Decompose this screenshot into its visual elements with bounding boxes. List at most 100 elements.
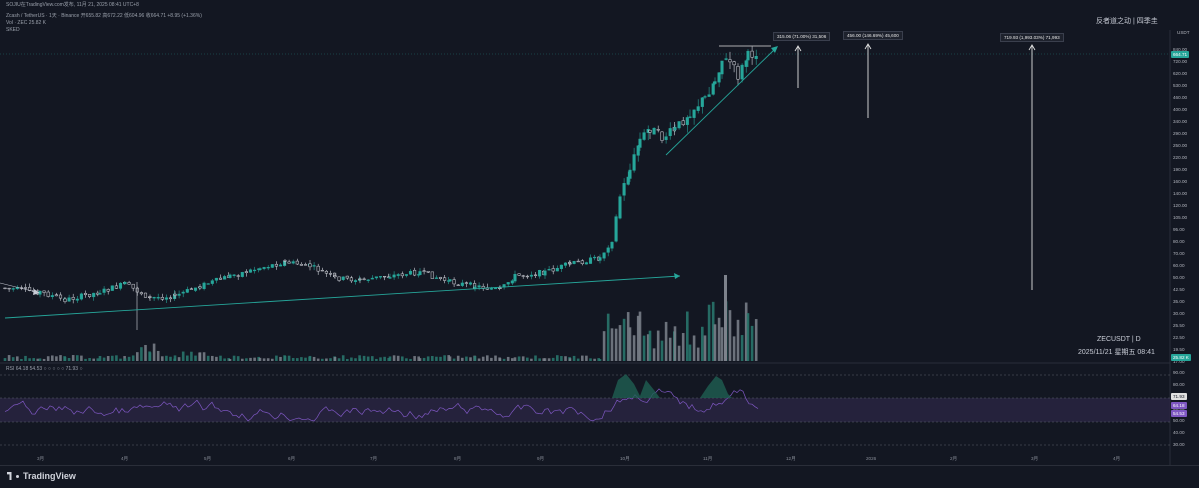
candle-body [692, 109, 696, 118]
volume-bar [556, 355, 559, 361]
rsi-value-tag: 71.93 [1171, 393, 1187, 400]
candle-body [127, 282, 131, 285]
volume-bar [422, 357, 426, 361]
volume-bar [628, 327, 632, 361]
volume-bar [632, 335, 636, 361]
volume-bar [521, 356, 525, 361]
price-chart[interactable] [0, 0, 1199, 465]
volume-bar [652, 348, 656, 361]
candle-body [123, 281, 127, 285]
volume-bar [119, 358, 122, 361]
candle-body [270, 264, 274, 268]
candle-body [181, 291, 185, 294]
volume-bar [71, 355, 75, 361]
volume-bar [215, 356, 218, 361]
candle-body [349, 277, 353, 282]
candle-body [287, 261, 291, 264]
volume-bar [140, 347, 143, 361]
volume-bar [418, 358, 422, 361]
volume-bar [354, 358, 357, 361]
tradingview-logo[interactable]: TradingView [7, 471, 76, 481]
target-arrow-head [794, 45, 802, 52]
rsi-axis[interactable]: 90.0080.0070.0060.0050.0040.0030.0071.93… [1170, 366, 1199, 456]
publish-info: SOJIU在TradingView.com发布, 11月 21, 2025 08… [6, 2, 139, 8]
volume-bar [312, 356, 316, 361]
volume-bar [169, 356, 172, 361]
candle-body [740, 64, 744, 80]
candle-body [555, 267, 559, 272]
volume-bar [304, 357, 307, 361]
volume-bar [92, 358, 95, 361]
volume-bar [346, 358, 349, 361]
volume-bar [111, 355, 114, 361]
volume-bar [513, 357, 517, 361]
volume-bar [84, 358, 87, 361]
candle-body [456, 284, 460, 286]
volume-tag: 25.82 K [1171, 354, 1191, 361]
volume-bar [358, 358, 362, 361]
rsi-legend[interactable]: RSI 64.18 54.53 ○ ○ ○ ○ ○ 71.93 ○ [6, 366, 83, 372]
candle-body [559, 264, 563, 269]
volume-bar [469, 357, 472, 361]
candle-body [102, 288, 106, 293]
volume-bar [258, 357, 262, 361]
volume-bar [11, 357, 15, 361]
candle-body [328, 273, 333, 275]
volume-bar [42, 358, 46, 361]
volume-bar [366, 356, 370, 361]
volume-bar [32, 358, 35, 361]
price-tick-label: 60.00 [1173, 263, 1185, 268]
candle-body [164, 297, 168, 300]
volume-legend[interactable]: Vol · ZEC 25.82 K [6, 20, 47, 26]
month-label: 2月 [950, 456, 958, 461]
candle-body [358, 278, 362, 281]
volume-bar [494, 355, 497, 361]
indicator-legend[interactable]: SKED [6, 27, 20, 33]
candle-body [529, 274, 533, 277]
volume-bar [703, 335, 707, 361]
volume-bar [148, 352, 152, 361]
volume-bar [564, 356, 567, 361]
volume-bar [656, 330, 660, 361]
volume-bar [28, 358, 31, 361]
rsi-tick-label: 90.00 [1173, 370, 1185, 375]
price-tick-label: 720.00 [1173, 59, 1188, 64]
volume-bar [720, 327, 724, 361]
volume-bar [198, 352, 202, 361]
candle-body [50, 295, 54, 298]
volume-bar [156, 350, 160, 361]
candle-body [316, 265, 320, 272]
candle-body [593, 256, 597, 259]
volume-bar [610, 328, 614, 361]
candle-body [283, 261, 287, 266]
symbol-watermark: ZECUSDT | D [1097, 336, 1141, 343]
candle-body [139, 292, 143, 295]
candle-body [236, 275, 240, 277]
volume-bar [713, 324, 717, 361]
candle-body [506, 282, 510, 285]
volume-bar [245, 358, 248, 361]
month-label: 4月 [1113, 456, 1121, 461]
volume-bar [67, 357, 71, 361]
volume-bar [232, 355, 236, 361]
candle-body [707, 94, 711, 97]
symbol-ohlc-legend[interactable]: Zcash / TetherUS · 1天 · Binance 开655.82 … [6, 13, 202, 19]
price-axis[interactable]: 840.00 720.00 620.00 530.00 460.00 400.00 340.… [1170, 34, 1199, 364]
volume-bar [673, 326, 677, 361]
candle-body [92, 292, 96, 298]
volume-bar [576, 358, 580, 361]
candle-body [720, 60, 724, 75]
candle-body [673, 127, 677, 131]
volume-bar [602, 331, 606, 361]
tradingview-brand-text: TradingView [23, 471, 76, 481]
price-tick-label: 19.50 [1173, 347, 1185, 352]
volume-bar [405, 358, 408, 361]
candle-body [383, 276, 387, 278]
candle-body [214, 277, 218, 281]
candle-body [632, 154, 636, 171]
candle-body [493, 287, 498, 290]
candle-body [320, 269, 324, 272]
volume-bar [686, 311, 689, 361]
volume-bar [262, 358, 266, 361]
volume-bar [287, 355, 291, 361]
